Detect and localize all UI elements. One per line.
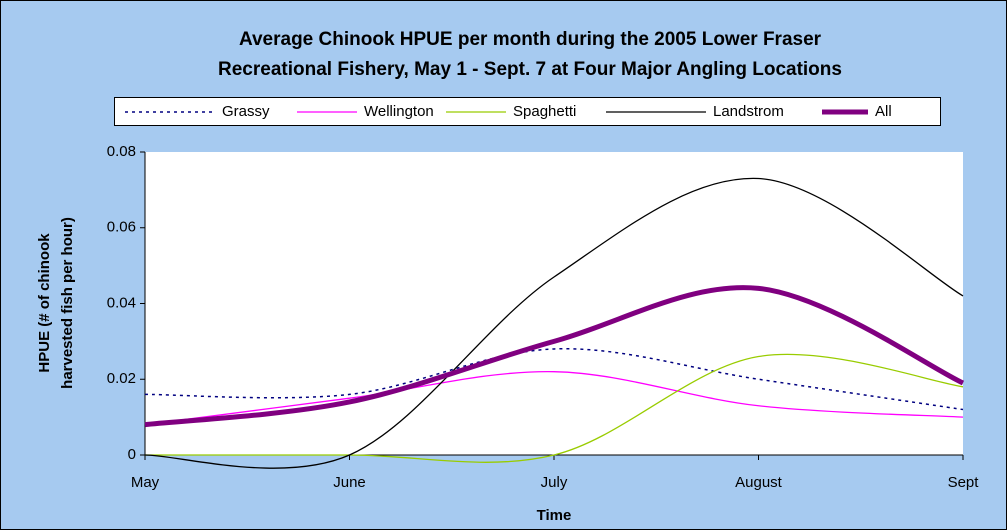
chart-title: Average Chinook HPUE per month during th… [239,29,822,50]
x-tick-label: July [541,474,568,491]
legend-label: Spaghetti [513,103,576,120]
y-axis-title: HPUE (# of chinook [36,233,53,373]
series-line [144,285,965,428]
legend-label: Wellington [364,103,434,120]
y-tick-label: 0.02 [107,370,136,387]
series-line [144,177,964,469]
x-tick-label: August [735,474,783,491]
y-tick-label: 0.08 [107,143,136,160]
y-axis-title: harvested fish per hour) [59,217,76,389]
legend [114,97,941,126]
y-tick-label: 0 [128,446,136,463]
chart-title: Recreational Fishery, May 1 - Sept. 7 at… [218,59,842,80]
x-tick-label: Sept [948,474,980,491]
legend-label: Grassy [222,103,270,120]
series-line [144,371,964,426]
x-axis-title: Time [537,507,572,524]
series-line [144,348,964,411]
legend-label: All [875,103,892,120]
x-tick-label: May [131,474,160,491]
plot-area [145,152,963,455]
y-tick-label: 0.06 [107,219,136,236]
x-tick-label: June [333,474,366,491]
legend-label: Landstrom [713,103,784,120]
y-tick-label: 0.04 [107,294,136,311]
series-line [144,353,964,463]
